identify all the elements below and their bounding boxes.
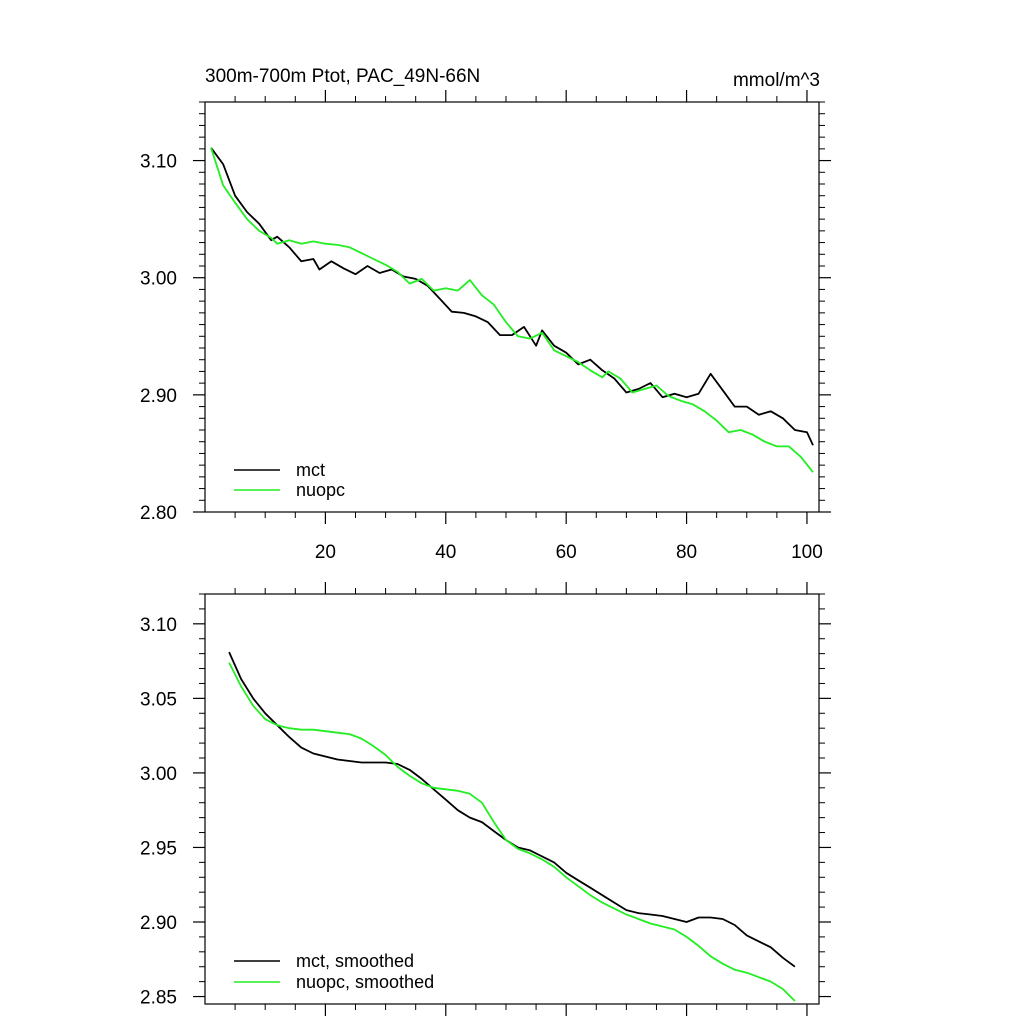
y-tick-label: 3.00 [140, 764, 177, 785]
x-tick-label: 80 [676, 542, 697, 563]
y-tick-label: 2.95 [140, 838, 177, 859]
x-tick-label: 40 [435, 542, 456, 563]
legend-label-mct: mct [296, 460, 325, 480]
series-line-nuopc [210, 147, 814, 473]
series-line-mct [210, 147, 814, 446]
x-tick-label: 60 [556, 542, 577, 563]
top-panel: 300m-700m Ptot, PAC_49N-66N mmol/m^3 20 4… [140, 66, 831, 563]
chart-title: 300m-700m Ptot, PAC_49N-66N [205, 66, 480, 87]
legend-label-nuopc-smoothed: nuopc, smoothed [296, 972, 434, 992]
y-tick-label: 2.85 [140, 988, 177, 1009]
bottom-panel: 2.85 2.90 2.95 3.00 3.05 3.10 mct, smoothed n… [140, 582, 831, 1016]
series-line-nuopc-smoothed [228, 662, 796, 1002]
y-tick-label: 3.00 [140, 269, 177, 290]
y-tick-label: 3.10 [140, 615, 177, 636]
plot-frame [204, 593, 820, 1005]
y-tick-label: 3.10 [140, 152, 177, 173]
legend: mct nuopc [234, 460, 345, 500]
legend: mct, smoothed nuopc, smoothed [234, 951, 434, 992]
x-tick-label: 100 [791, 542, 823, 563]
series-line-mct-smoothed [228, 651, 796, 968]
legend-label-nuopc: nuopc [296, 480, 345, 500]
y-tick-label: 2.90 [140, 913, 177, 934]
series-layer [228, 651, 796, 1002]
legend-label-mct-smoothed: mct, smoothed [296, 951, 414, 971]
y-tick-label: 2.90 [140, 386, 177, 407]
axis-ticks: 20 40 60 80 100 2.80 2.90 3.00 3.10 [140, 90, 831, 563]
axis-ticks: 2.85 2.90 2.95 3.00 3.05 3.10 [140, 582, 831, 1016]
plot-frame [204, 101, 820, 513]
y-tick-label: 2.80 [140, 503, 177, 524]
y-tick-label: 3.05 [140, 689, 177, 710]
x-tick-label: 20 [315, 542, 336, 563]
units-label: mmol/m^3 [733, 70, 820, 91]
series-layer [210, 147, 814, 473]
